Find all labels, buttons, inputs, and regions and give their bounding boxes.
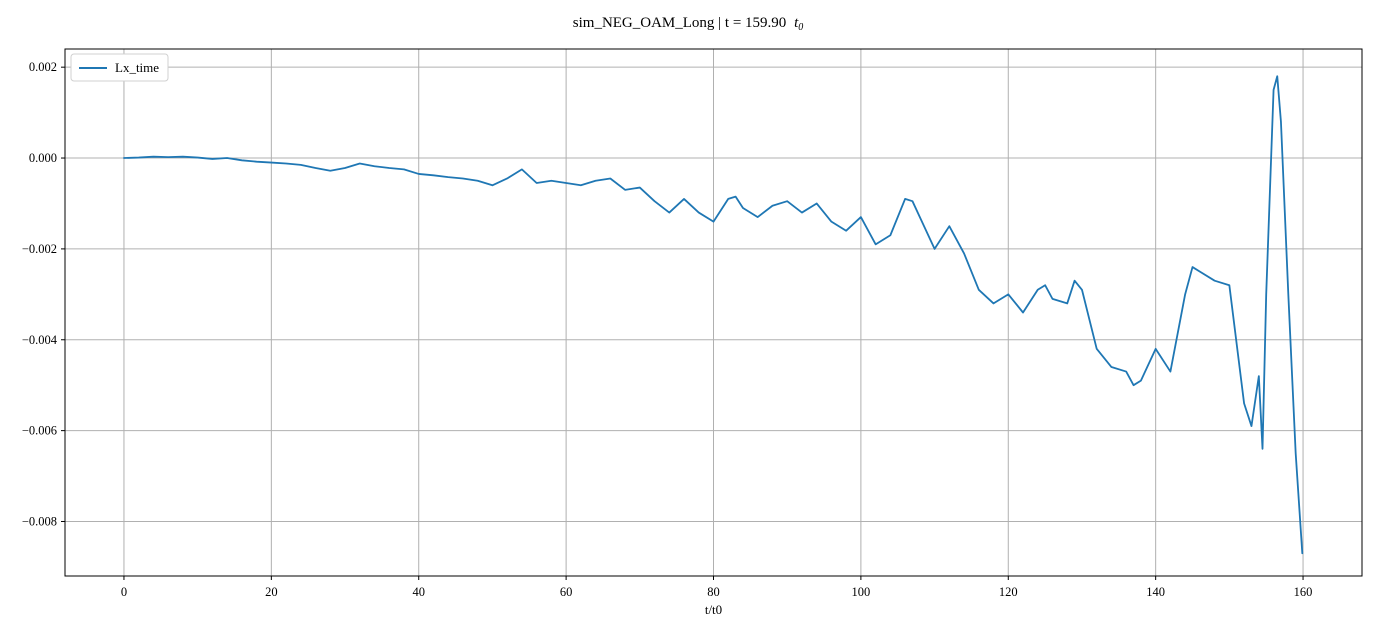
x-tick-label: 140: [1146, 585, 1165, 599]
series-line-Lx_time: [123, 75, 1304, 555]
y-axis-ticks: 0.002 0.000 −0.002 −0.004 −0.006 −0.008: [22, 60, 65, 528]
legend-label: Lx_time: [115, 60, 159, 75]
x-tick-label: 60: [560, 585, 573, 599]
grid-lines: [65, 49, 1362, 576]
y-tick-label: 0.002: [29, 60, 57, 74]
y-tick-label: −0.006: [22, 424, 57, 438]
x-tick-label: 100: [852, 585, 871, 599]
x-axis-label: t/t0: [705, 602, 722, 617]
x-axis-ticks: 0 20 40 60 80 100 120 140 160: [121, 576, 1313, 599]
x-tick-label: 20: [265, 585, 278, 599]
x-tick-label: 80: [707, 585, 720, 599]
x-tick-label: 120: [999, 585, 1018, 599]
x-tick-label: 0: [121, 585, 127, 599]
chart-title: sim_NEG_OAM_Long | t = 159.90 t0: [573, 15, 803, 33]
chart-title-math-sub: 0: [798, 22, 803, 33]
y-tick-label: −0.002: [22, 242, 57, 256]
legend: Lx_time: [70, 53, 169, 82]
y-tick-label: −0.004: [22, 333, 58, 347]
chart-title-math: t: [794, 15, 799, 31]
chart-title-text: sim_NEG_OAM_Long | t = 159.90: [573, 15, 787, 31]
y-tick-label: 0.000: [29, 151, 57, 165]
y-tick-label: −0.008: [22, 514, 57, 528]
legend-box: [70, 53, 169, 82]
x-tick-label: 160: [1294, 585, 1313, 599]
plot-area: [123, 75, 1304, 555]
x-tick-label: 40: [412, 585, 425, 599]
